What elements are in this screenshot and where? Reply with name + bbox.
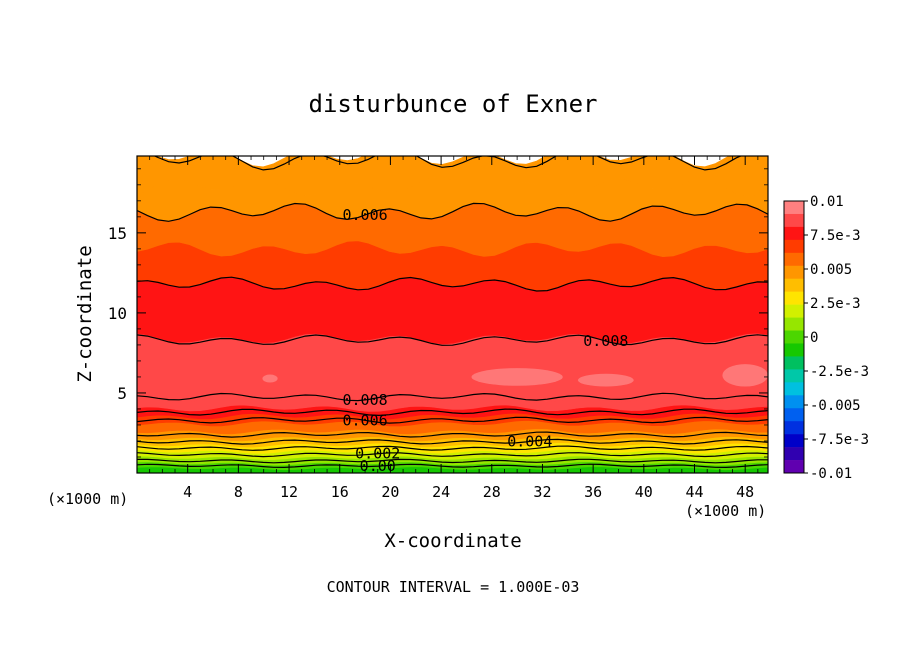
x-tick-label-9: 40 — [635, 483, 653, 501]
colorbar-cell-15 — [784, 395, 804, 409]
blob-2 — [262, 374, 278, 383]
x-tick-label-3: 16 — [331, 483, 349, 501]
filled-contour-bands — [137, 156, 768, 473]
colorbar-cell-19 — [784, 447, 804, 461]
colorbar-cell-10 — [784, 330, 804, 344]
x-tick-label-4: 20 — [381, 483, 399, 501]
x-tick-label-1: 8 — [234, 483, 243, 501]
colorbar-label-2: 0.005 — [810, 262, 852, 278]
contour-label-6: 0.006 — [342, 411, 387, 429]
x-tick-label-2: 12 — [280, 483, 298, 501]
colorbar-cell-6 — [784, 278, 804, 292]
y-axis-label: Z-coordinate — [74, 245, 96, 382]
colorbar-cell-4 — [784, 252, 804, 267]
contour-line-7 — [137, 408, 768, 417]
x-unit-right: (×1000 m) — [685, 502, 766, 520]
blob-0 — [471, 368, 563, 386]
colorbar-cell-7 — [784, 291, 804, 305]
contour-line-4 — [137, 438, 768, 445]
x-tick-label-8: 36 — [584, 483, 602, 501]
x-tick-label-6: 28 — [483, 483, 501, 501]
colorbar-cell-14 — [784, 382, 804, 396]
blob-1 — [577, 373, 634, 387]
contour-line-3 — [137, 445, 768, 451]
contour-line-5 — [137, 431, 768, 438]
colorbar-label-0: 0.01 — [810, 194, 844, 210]
contour-labels: 0.000.002 0.004 0.006 0.008 0.008 0.006 — [342, 206, 628, 475]
colorbar-label-3: 2.5e-3 — [810, 296, 861, 312]
y-tick-label-2: 15 — [108, 224, 127, 243]
colorbar-labels: 0.01 7.5e-3 0.005 2.5e-3 0 -2.5e-3 -0.005 -7.5e… — [804, 194, 869, 482]
contour-label-9: 0.008 — [583, 332, 628, 350]
contour-line-8 — [137, 392, 768, 402]
contour-label-2: 0.002 — [355, 445, 400, 463]
colorbar-label-8: -0.01 — [810, 466, 852, 482]
colorbar-label-5: -2.5e-3 — [810, 364, 869, 380]
contour-lines — [137, 156, 768, 469]
colorbar — [783, 200, 805, 474]
y-tick-label-0: 5 — [117, 384, 127, 403]
y-tick-label-1: 10 — [108, 304, 127, 323]
colorbar-label-6: -0.005 — [810, 398, 861, 414]
contour-line-11 — [137, 202, 768, 222]
highlight-blobs — [262, 364, 768, 387]
colorbar-cell-16 — [784, 408, 804, 422]
contour-line-0 — [137, 463, 768, 469]
x-unit-left: (×1000 m) — [47, 490, 128, 508]
colorbar-cell-2 — [784, 226, 804, 241]
colorbar-cell-12 — [784, 356, 804, 370]
contour-interval-footer: CONTOUR INTERVAL = 1.000E-03 — [327, 578, 580, 596]
colorbar-cell-3 — [784, 239, 804, 254]
contour-line-2 — [137, 452, 768, 458]
x-tick-label-10: 44 — [685, 483, 703, 501]
x-tick-label-5: 24 — [432, 483, 450, 501]
colorbar-cell-13 — [784, 369, 804, 383]
x-tick-label-11: 48 — [736, 483, 754, 501]
contour-line-9 — [137, 334, 768, 346]
contour-line-6 — [137, 416, 768, 424]
contour-line-10 — [137, 276, 768, 292]
band-11 — [137, 332, 768, 404]
colorbar-cell-0 — [784, 201, 804, 215]
colorbar-label-4: 0 — [810, 330, 818, 346]
colorbar-label-7: -7.5e-3 — [810, 432, 869, 448]
colorbar-cell-5 — [784, 265, 804, 280]
x-axis-ticks: 4 8 12 16 20 24 28 32 36 40 44 48 — [149, 156, 759, 501]
x-axis-label: X-coordinate — [384, 530, 521, 552]
contour-line-12 — [153, 156, 743, 171]
y-axis-ticks: 5 10 15 — [108, 168, 768, 458]
x-tick-label-0: 4 — [183, 483, 192, 501]
colorbar-cell-1 — [784, 213, 804, 228]
blob-3 — [722, 364, 768, 387]
chart-title: disturbunce of Exner — [309, 90, 598, 118]
colorbar-label-1: 7.5e-3 — [810, 228, 861, 244]
colorbar-cell-9 — [784, 317, 804, 331]
x-tick-label-7: 32 — [533, 483, 551, 501]
colorbar-cell-18 — [784, 434, 804, 448]
colorbar-cell-20 — [784, 460, 804, 474]
contour-label-8: 0.008 — [342, 391, 387, 409]
contour-line-1 — [137, 458, 768, 464]
contour-label-0: 0.00 — [360, 457, 396, 475]
contour-label-11: 0.006 — [342, 206, 387, 224]
colorbar-cell-11 — [784, 343, 804, 357]
band-16 — [137, 156, 768, 197]
colorbar-cell-17 — [784, 421, 804, 435]
contour-label-4: 0.004 — [507, 432, 552, 450]
colorbar-cell-8 — [784, 304, 804, 318]
plot-frame — [136, 155, 769, 474]
